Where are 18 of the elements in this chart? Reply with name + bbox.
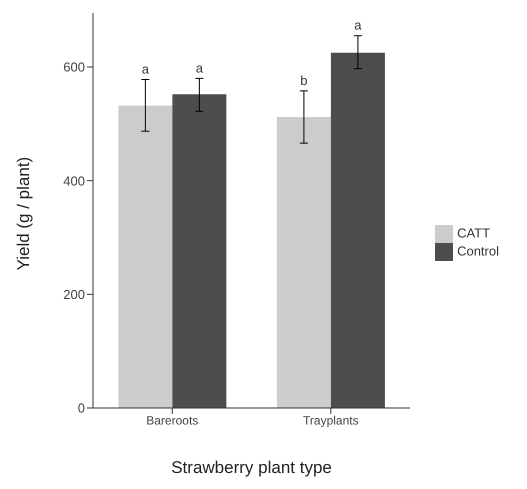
x-tick-label: Trayplants (303, 414, 359, 428)
annotation: a (142, 61, 150, 76)
bar (118, 106, 172, 408)
legend-label: Control (457, 243, 499, 258)
legend-label: CATT (457, 225, 490, 240)
x-axis-title: Strawberry plant type (171, 458, 332, 477)
y-axis-title: Yield (g / plant) (14, 156, 34, 270)
y-tick-label: 200 (63, 286, 85, 302)
y-tick-label: 600 (63, 60, 85, 75)
bar (172, 94, 226, 408)
y-tick-label: 400 (63, 173, 85, 188)
bar (276, 117, 331, 408)
y-tick-label: 0 (78, 400, 85, 416)
annotation: b (300, 72, 308, 88)
x-tick-label: Bareroots (146, 414, 198, 428)
annotation: a (354, 18, 362, 33)
bar (330, 52, 385, 408)
annotation: a (196, 60, 204, 76)
